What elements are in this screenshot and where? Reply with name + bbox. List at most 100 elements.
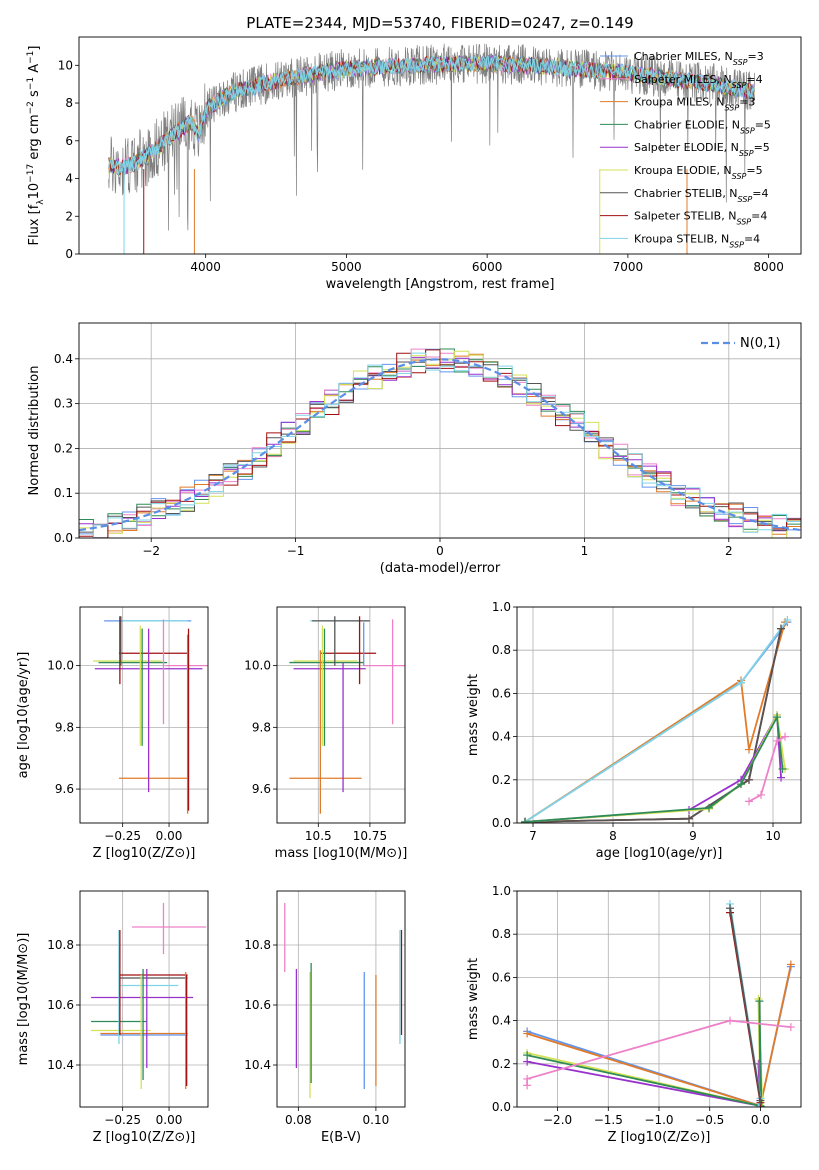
weight-marker [745, 745, 753, 754]
legend-model-name: Chabrier MILES [634, 50, 718, 63]
legend-nssp: 3 [757, 50, 764, 63]
x-tick-label: 9 [689, 829, 697, 843]
plot-area [284, 903, 403, 1098]
legend-label: Chabrier STELIB, NSSP=4 [634, 187, 768, 204]
y-tick-label: 0.0 [492, 816, 511, 830]
plot-area [521, 615, 792, 823]
axes-frame [78, 322, 802, 539]
x-tick-label: 0.00 [156, 1113, 183, 1127]
plot-area [108, 43, 755, 254]
legend-ssp: SSP [738, 194, 753, 203]
weight-marker [773, 713, 781, 722]
y-tick-label: 9.6 [252, 782, 271, 796]
legend-model-name: Chabrier STELIB [634, 187, 722, 200]
weight-marker [523, 1051, 532, 1060]
y-tick-label: 0.4 [492, 730, 511, 744]
legend-nssp: 5 [763, 141, 770, 154]
legend-eq: = [754, 141, 763, 154]
x-tick-label: 5000 [331, 260, 362, 274]
y-tick-label: 1.0 [492, 884, 511, 898]
model-spectrum [108, 55, 755, 175]
weight-series [524, 628, 782, 823]
legend-n: , N [718, 50, 733, 63]
plot-area [289, 616, 405, 814]
y-tick-label: 0.3 [54, 397, 73, 411]
y-tick-label: 10.0 [244, 659, 271, 673]
weight-marker [757, 790, 765, 799]
x-tick-label: 10.75 [353, 829, 387, 843]
legend-eq: = [739, 96, 748, 109]
axes-frame [79, 606, 209, 824]
model-spectrum-kroupa-stelib [108, 55, 755, 173]
legend-model-name: Salpeter STELIB [634, 210, 721, 223]
legend-label: Kroupa MILES, NSSP=3 [634, 96, 755, 113]
mass-vs-ebv-panel: 0.08 0.10 10.4 10.6 10.8 E(B-V) [244, 890, 406, 1145]
weight-series [524, 628, 782, 823]
x-axis-label: mass [log10(M/M⊙)] [275, 846, 408, 861]
weight-vs-age-panel: 7 8 9 10 0.0 0.2 0.4 0.6 0.8 1.0 age [log10(age/yr… [466, 600, 802, 861]
x-axis-label: E(B-V) [321, 1130, 361, 1145]
y-tick-label: 10.4 [47, 1058, 74, 1072]
legend-eq: = [747, 50, 756, 63]
weight-marker [786, 1023, 795, 1032]
weight-marker [737, 780, 745, 789]
y-tick-label: 0.4 [492, 1014, 511, 1028]
x-tick-label: 7000 [613, 260, 644, 274]
legend-nssp: 4 [753, 232, 760, 245]
y-tick-label: 0.4 [54, 352, 73, 366]
legend-nssp: 5 [764, 118, 771, 131]
legend-eq: = [746, 73, 755, 86]
y-axis-label: Flux [fλ10−17 erg cm−2 s−1 A−1] [26, 46, 46, 246]
weight-marker [754, 995, 763, 1003]
weight-series [526, 1001, 763, 1107]
x-tick-label: 0 [436, 544, 444, 558]
weight-marker [777, 773, 785, 782]
legend-eq: = [752, 187, 761, 200]
x-tick-label: 4000 [190, 260, 221, 274]
x-axis-label: (data-model)/error [380, 561, 501, 576]
x-tick-label: 2 [725, 544, 733, 558]
x-axis-label: Z [log10(Z/Z⊙)] [93, 1130, 196, 1145]
x-tick-label: −1 [287, 544, 305, 558]
plot-area [79, 348, 801, 538]
y-tick-label: 10 [58, 58, 73, 72]
legend-n: , N [725, 118, 740, 131]
x-tick-label: 8000 [753, 260, 784, 274]
y-tick-label: 0.2 [492, 1057, 511, 1071]
x-axis-label: Z [log10(Z/Z⊙)] [608, 1130, 711, 1145]
y-tick-label: 4 [65, 172, 73, 186]
legend-n: , N [709, 96, 724, 109]
axes-frame [78, 36, 802, 255]
weight-marker [685, 814, 693, 823]
legend-model-name: Kroupa STELIB [634, 232, 714, 245]
plot-area [523, 899, 795, 1107]
y-tick-label: 0 [65, 247, 73, 261]
axes-frame [79, 890, 209, 1108]
x-axis-label: age [log10(age/yr)] [596, 846, 723, 861]
weight-marker [786, 960, 795, 969]
legend-nssp: 5 [756, 164, 763, 177]
y-tick-label: 1.0 [492, 600, 511, 614]
y-tick-label: 9.6 [55, 782, 74, 796]
y-axis-label: Normed distribution [27, 366, 42, 496]
y-tick-label: 10.6 [244, 998, 271, 1012]
plot-area [91, 903, 207, 1089]
legend-label: Salpeter MILES, NSSP=4 [634, 73, 763, 90]
y-axis-label: age [log10(age/yr)] [16, 652, 31, 779]
x-tick-label: −2 [142, 544, 160, 558]
x-tick-label: 0.10 [363, 1113, 390, 1127]
weight-marker [745, 797, 753, 806]
legend-eq: = [751, 210, 760, 223]
weight-marker [757, 1103, 766, 1107]
legend-n: , N [724, 141, 739, 154]
normal-curve [79, 358, 801, 532]
weight-marker [521, 817, 529, 823]
weight-series [526, 998, 764, 1107]
residuals-panel: −2 −1 0 1 2 0.0 0.1 0.2 0.3 0.4 (data-model)/error… [27, 322, 802, 576]
weight-marker [777, 624, 785, 633]
weight-series [524, 714, 784, 823]
weight-marker [755, 997, 764, 1006]
x-axis-label: wavelength [Angstrom, rest frame] [326, 277, 555, 292]
x-tick-label: 6000 [472, 260, 503, 274]
